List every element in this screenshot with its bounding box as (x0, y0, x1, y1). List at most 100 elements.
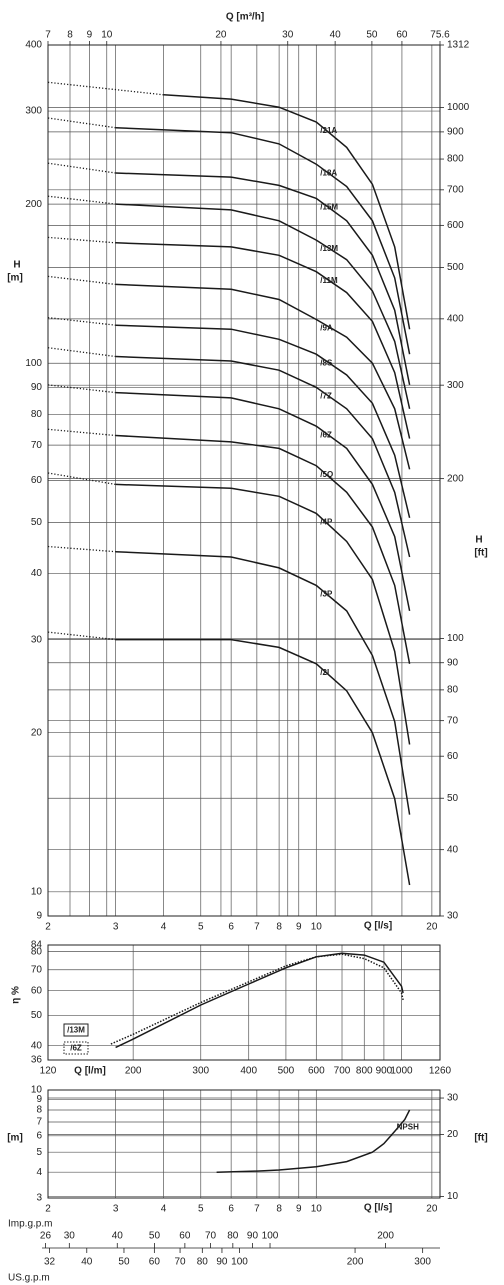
unit-tick-label: 50 (118, 1257, 130, 1268)
x-tick-label: 400 (240, 1066, 257, 1077)
x-tick-label: 10 (311, 922, 323, 933)
y-tick-label: 70 (31, 964, 43, 975)
x-tick-label: 4 (161, 1204, 167, 1215)
y-units: [m] (7, 1133, 23, 1144)
y-tick-label: 5 (36, 1147, 42, 1158)
curve-label: /11M (320, 276, 338, 285)
y-tick-label: 36 (31, 1055, 43, 1066)
y2-tick-label: 1000 (447, 102, 470, 113)
legend-box (63, 1041, 89, 1055)
unit-tick-label: 100 (231, 1257, 248, 1268)
curve (115, 126, 411, 355)
curve-dotted-part (47, 162, 116, 174)
x-tick-label: 500 (278, 1066, 295, 1077)
x-tick-label: 20 (426, 922, 438, 933)
curve-dotted-part (47, 81, 164, 96)
curve-dotted-part (47, 195, 116, 205)
y-label: η % (11, 986, 22, 1004)
x-tick-label: 1260 (429, 1066, 452, 1077)
y2-tick-label: 700 (447, 184, 464, 195)
y-tick-label: 3 (36, 1193, 42, 1204)
y2-tick-label: 1312 (447, 40, 470, 51)
y-tick-label: 40 (31, 1040, 43, 1051)
legend-label: /13M (67, 1026, 85, 1035)
y-tick-label: 10 (31, 1085, 43, 1096)
unit-tick-label: 30 (64, 1231, 76, 1242)
y-tick-label: 30 (31, 634, 43, 645)
y-tick-label: 400 (25, 40, 42, 51)
y2-tick-label: 300 (447, 380, 464, 391)
x-tick-label: 120 (40, 1066, 57, 1077)
y2-tick-label: 900 (447, 127, 464, 138)
unit-tick-label: 70 (205, 1231, 217, 1242)
curve-label: /4P (320, 517, 333, 526)
unit-tick-label: 70 (174, 1257, 186, 1268)
curve-dotted-part (47, 117, 116, 129)
plot-frame (47, 1089, 441, 1199)
unit-tick-label: 90 (216, 1257, 228, 1268)
y2-tick-label: 400 (447, 313, 464, 324)
x-tick-label: 5 (198, 1204, 204, 1215)
y2-tick-label: 70 (447, 715, 459, 726)
y-tick-label: 300 (25, 106, 42, 117)
unit-tick-label: 200 (377, 1231, 394, 1242)
x2-tick-label: 10 (101, 30, 113, 41)
curve-label: /6Z (320, 430, 332, 439)
curve-label: /13M (320, 244, 338, 253)
x2-tick-label: 75.6 (430, 30, 450, 41)
y2-tick-label: 600 (447, 220, 464, 231)
y2-tick-label: 10 (447, 1191, 459, 1202)
x2-tick-label: 8 (67, 30, 73, 41)
y2-tick-label: 40 (447, 844, 459, 855)
x2-tick-label: 30 (282, 30, 294, 41)
y2-tick-label: 800 (447, 154, 464, 165)
curve-dotted-part (47, 275, 116, 286)
y-tick-label: 6 (36, 1130, 42, 1141)
y-tick-label: 40 (31, 568, 43, 579)
x-tick-label: 20 (426, 1204, 438, 1215)
legend-box (63, 1023, 89, 1037)
curve-dotted-part (47, 384, 116, 394)
x-tick-label: 200 (125, 1066, 142, 1077)
unit-tick-label: 60 (149, 1257, 161, 1268)
y-tick-label: 9 (36, 911, 42, 922)
unit-tick-label: 80 (197, 1257, 209, 1268)
y-tick-label: 70 (31, 440, 43, 451)
y2-tick-label: 50 (447, 793, 459, 804)
y-tick-label: 84 (31, 940, 43, 951)
legend-label: /6Z (70, 1044, 82, 1053)
x-tick-label: 9 (296, 1204, 302, 1215)
x2-tick-label: 20 (215, 30, 227, 41)
x-tick-label: 700 (334, 1066, 351, 1077)
x2-tick-label: 50 (366, 30, 378, 41)
unit-axis-title: Imp.g.p.m (8, 1219, 52, 1230)
x-tick-label: 800 (356, 1066, 373, 1077)
y-label: H (13, 260, 20, 271)
unit-axis-title: US.g.p.m (8, 1273, 50, 1284)
x-label: Q [l/s] (364, 1203, 392, 1214)
unit-tick-label: 40 (81, 1257, 93, 1268)
x-tick-label: 1000 (390, 1066, 413, 1077)
x-tick-label: 300 (192, 1066, 209, 1077)
x-tick-label: 8 (276, 1204, 282, 1215)
curve (115, 483, 411, 745)
y2-units: [ft] (474, 548, 487, 559)
curve-label: /18A (320, 168, 337, 177)
curve (115, 172, 411, 386)
x2-tick-label: 7 (45, 30, 51, 41)
y-tick-label: 80 (31, 946, 43, 957)
x-tick-label: 4 (161, 922, 167, 933)
curve-label: /3P (320, 589, 333, 598)
x-tick-label: 5 (198, 922, 204, 933)
curve (110, 953, 404, 1045)
y2-tick-label: 200 (447, 473, 464, 484)
curve (115, 550, 411, 815)
x-tick-label: 900 (376, 1066, 393, 1077)
x-tick-label: 3 (113, 1204, 119, 1215)
unit-tick-label: 60 (179, 1231, 191, 1242)
y-tick-label: 8 (36, 1105, 42, 1116)
y-units: [m] (7, 273, 23, 284)
unit-tick-label: 26 (40, 1231, 52, 1242)
y-tick-label: 20 (31, 727, 43, 738)
